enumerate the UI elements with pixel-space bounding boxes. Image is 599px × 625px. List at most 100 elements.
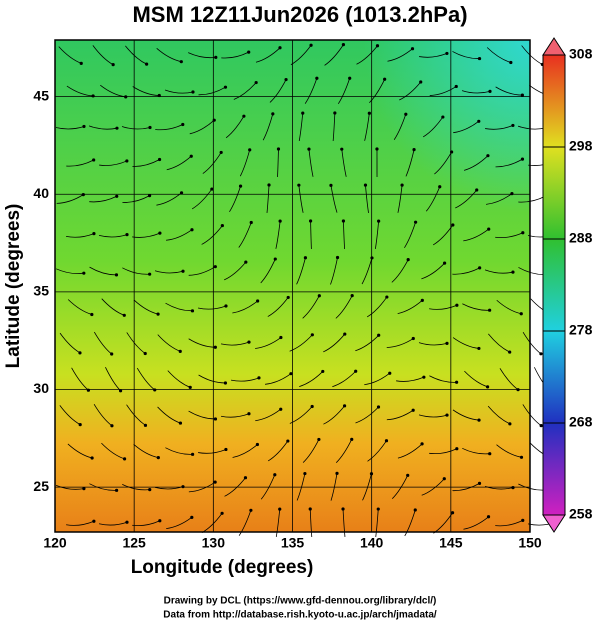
- streamline-arrow: [224, 304, 228, 308]
- streamline: [330, 185, 338, 213]
- streamline: [260, 474, 276, 500]
- streamline-arrow: [445, 341, 449, 345]
- streamline: [302, 439, 320, 463]
- streamline: [452, 51, 480, 59]
- streamline: [399, 81, 422, 101]
- streamline-arrow: [317, 294, 321, 298]
- streamline: [404, 222, 416, 249]
- streamline-arrow: [90, 312, 94, 317]
- streamline: [98, 234, 128, 238]
- streamline: [220, 413, 250, 418]
- streamline: [310, 220, 312, 250]
- streamline-arrow: [406, 473, 410, 477]
- streamline: [239, 149, 251, 177]
- streamline-arrow: [111, 63, 115, 67]
- streamline-arrow: [248, 148, 252, 152]
- streamline-arrow: [190, 452, 195, 456]
- streamline: [88, 125, 118, 130]
- streamline-arrow: [249, 508, 253, 512]
- streamline: [55, 126, 85, 130]
- streamline: [262, 113, 274, 141]
- streamline: [391, 475, 409, 499]
- streamline: [485, 125, 514, 130]
- streamline: [59, 332, 81, 354]
- streamline-arrow: [115, 126, 119, 130]
- x-tick-label: 130: [202, 535, 226, 551]
- streamline-arrow: [157, 157, 162, 162]
- x-tick-label: 150: [518, 535, 542, 551]
- streamline-arrow: [82, 271, 86, 275]
- streamline: [225, 115, 245, 139]
- streamline-arrow: [178, 349, 182, 353]
- streamline-arrow: [310, 404, 314, 409]
- streamline-arrow: [410, 47, 415, 51]
- streamline: [522, 331, 542, 355]
- streamline-arrow: [488, 308, 492, 312]
- streamline-arrow: [156, 312, 160, 316]
- streamline-arrow: [82, 124, 86, 129]
- streamline: [164, 89, 194, 94]
- streamline-arrow: [278, 46, 282, 50]
- streamline: [136, 367, 155, 391]
- streamline-arrow: [333, 111, 337, 115]
- streamline-arrow: [363, 183, 368, 187]
- streamline-arrow: [148, 488, 152, 492]
- streamline: [335, 439, 353, 463]
- streamline: [89, 266, 117, 276]
- streamline-arrow: [487, 227, 491, 231]
- streamline: [487, 405, 511, 425]
- streamline-arrow: [255, 442, 260, 447]
- streamline-arrow: [367, 111, 371, 115]
- streamline-arrow: [413, 508, 417, 512]
- streamline: [220, 341, 250, 346]
- streamline-arrow: [278, 219, 282, 223]
- streamline: [375, 509, 379, 537]
- streamline: [98, 521, 128, 526]
- streamline: [396, 376, 425, 382]
- streamline-arrow: [214, 55, 218, 59]
- streamline-arrow: [279, 335, 283, 340]
- streamline-arrow: [242, 114, 246, 118]
- streamline: [455, 189, 478, 209]
- streamline-arrow: [406, 258, 410, 262]
- streamline-arrow: [189, 154, 193, 158]
- streamline: [121, 126, 151, 130]
- streamline-arrow: [303, 471, 307, 476]
- streamline: [156, 48, 182, 63]
- streamline: [260, 258, 276, 284]
- streamline-arrow: [92, 158, 96, 162]
- streamline: [364, 113, 370, 141]
- streamline: [66, 85, 94, 97]
- streamline: [122, 484, 150, 491]
- streamline-arrow: [348, 76, 352, 80]
- streamline-arrow: [284, 77, 288, 82]
- streamline-arrow: [350, 294, 354, 298]
- streamline-arrow: [303, 256, 308, 260]
- streamline: [335, 295, 353, 319]
- streamline-arrow: [247, 340, 251, 344]
- streamline-arrow: [219, 150, 223, 155]
- credit-line: Data from http://database.rish.kyoto-u.a…: [163, 610, 437, 621]
- streamline-arrow: [477, 481, 482, 485]
- streamline: [165, 447, 193, 455]
- streamline-arrow: [511, 270, 515, 274]
- streamline: [365, 185, 369, 213]
- streamline: [296, 257, 306, 285]
- colorbar-tick-label: 308: [569, 46, 593, 62]
- streamline-arrow: [289, 372, 293, 376]
- x-tick-label: 145: [439, 535, 463, 551]
- streamline: [275, 509, 281, 537]
- streamline-arrow: [191, 90, 195, 94]
- y-tick-label: 35: [33, 283, 49, 299]
- streamline-arrow: [508, 350, 512, 354]
- streamline: [452, 337, 479, 349]
- streamline-arrow: [509, 60, 513, 65]
- streamline: [201, 225, 223, 245]
- streamline-arrow: [315, 76, 319, 80]
- streamline: [56, 194, 84, 204]
- streamline: [125, 45, 147, 65]
- streamline-arrow: [520, 93, 524, 97]
- streamline: [521, 45, 543, 65]
- streamline: [452, 409, 480, 421]
- streamline-arrow: [376, 405, 381, 409]
